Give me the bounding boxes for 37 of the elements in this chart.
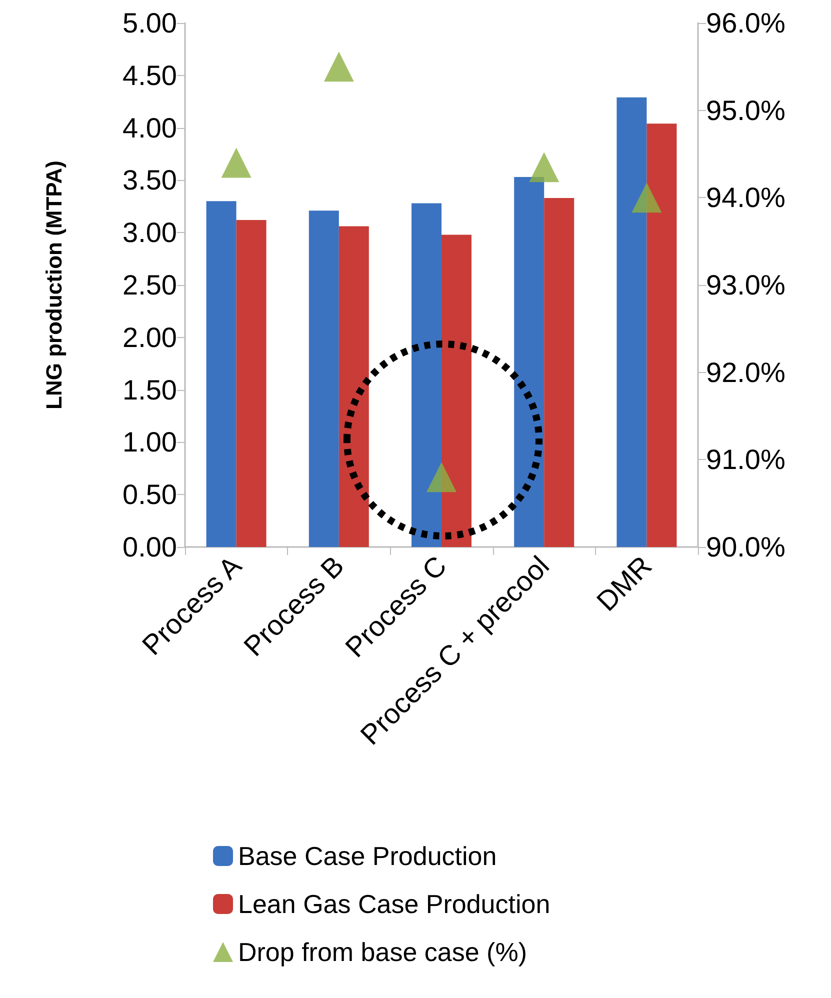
- point: [529, 152, 560, 182]
- y2-tick-label: 96.0%: [706, 8, 786, 38]
- y2-tick-label: 94.0%: [706, 182, 786, 214]
- bar: [514, 177, 544, 547]
- y-tick-label: 0.00: [122, 532, 177, 562]
- bar: [616, 97, 647, 547]
- legend-label: Lean Gas Case Production: [238, 889, 550, 919]
- bar: [308, 210, 339, 547]
- y-tick-label: 1.50: [122, 374, 177, 406]
- y2-tick-label: 93.0%: [706, 270, 786, 300]
- y-tick-label: 0.50: [122, 479, 177, 510]
- y2-tick-label: 95.0%: [706, 94, 786, 126]
- y-axis-title: LNG production (MTPA): [42, 160, 66, 410]
- bar: [442, 234, 472, 547]
- point: [324, 52, 354, 82]
- y-tick-label: 2.50: [122, 270, 177, 300]
- legend-label: Drop from base case (%): [238, 937, 527, 967]
- bar: [646, 124, 677, 547]
- legend-label: Base Case Production: [238, 841, 497, 871]
- y-tick-label: 3.50: [122, 164, 177, 196]
- y-tick-label: 4.00: [122, 112, 177, 144]
- point: [426, 462, 456, 492]
- y-tick-label: 5.00: [122, 8, 177, 38]
- bar: [412, 203, 442, 547]
- y2-tick-label: 92.0%: [706, 356, 786, 388]
- bar: [544, 198, 574, 547]
- y-tick-label: 4.50: [122, 60, 177, 91]
- bar: [338, 226, 369, 547]
- point: [632, 182, 662, 213]
- y2-tick-label: 91.0%: [706, 444, 786, 476]
- y2-tick-label: 90.0%: [706, 532, 786, 562]
- bar: [206, 201, 236, 547]
- y-tick-label: 2.00: [122, 322, 177, 353]
- y-tick-label: 1.00: [122, 426, 177, 458]
- point: [221, 148, 252, 178]
- y-tick-label: 3.00: [122, 217, 177, 248]
- bar: [236, 220, 266, 547]
